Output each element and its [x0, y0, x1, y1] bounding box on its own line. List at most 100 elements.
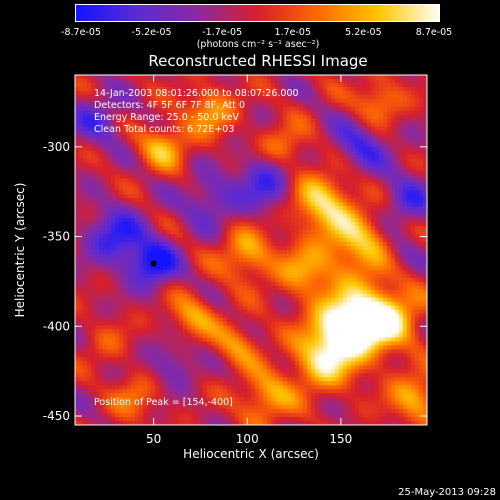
- heatmap-cell: [231, 122, 236, 128]
- heatmap-cell: [423, 86, 428, 92]
- heatmap-cell: [411, 265, 416, 271]
- heatmap-cell: [351, 190, 356, 195]
- heatmap-cell: [411, 289, 416, 295]
- heatmap-cell: [211, 261, 216, 267]
- heatmap-cell: [223, 174, 228, 179]
- heatmap-cell: [183, 214, 188, 219]
- heatmap-cell: [175, 126, 180, 132]
- heatmap-cell: [247, 134, 252, 140]
- heatmap-cell: [271, 230, 276, 235]
- heatmap-cell: [255, 250, 260, 255]
- heatmap-cell: [155, 166, 160, 171]
- heatmap-cell: [367, 257, 372, 263]
- heatmap-cell: [371, 293, 376, 299]
- heatmap-cell: [315, 230, 320, 235]
- heatmap-cell: [263, 130, 268, 136]
- heatmap-cell: [339, 194, 344, 199]
- heatmap-cell: [223, 186, 228, 191]
- heatmap-cell: [395, 130, 400, 136]
- heatmap-cell: [363, 158, 368, 163]
- heatmap-cell: [359, 210, 364, 215]
- heatmap-cell: [415, 118, 420, 124]
- heatmap-cell: [251, 110, 256, 116]
- heatmap-cell: [419, 261, 424, 267]
- heatmap-cell: [223, 206, 228, 211]
- heatmap-cell: [179, 134, 184, 140]
- heatmap-cell: [227, 150, 232, 155]
- heatmap-cell: [139, 230, 144, 235]
- heatmap-cell: [139, 186, 144, 191]
- heatmap-cell: [355, 250, 360, 255]
- heatmap-cell: [415, 269, 420, 275]
- heatmap-cell: [319, 142, 324, 147]
- heatmap-cell: [175, 190, 180, 195]
- heatmap-cell: [351, 250, 356, 255]
- heatmap-cell: [127, 150, 132, 155]
- heatmap-cell: [179, 94, 184, 100]
- heatmap-cell: [247, 202, 252, 207]
- heatmap-cell: [211, 226, 216, 231]
- heatmap-cell: [215, 86, 220, 92]
- heatmap-cell: [227, 190, 232, 195]
- heatmap-cell: [159, 242, 164, 247]
- heatmap-cell: [355, 242, 360, 247]
- heatmap-cell: [235, 246, 240, 251]
- heatmap-cell: [303, 226, 308, 231]
- heatmap-cell: [95, 246, 100, 251]
- heatmap-cell: [371, 86, 376, 92]
- heatmap-cell: [423, 162, 428, 167]
- heatmap-cell: [243, 198, 248, 203]
- heatmap-cell: [119, 293, 124, 299]
- heatmap-cell: [215, 118, 220, 124]
- heatmap-cell: [411, 154, 416, 159]
- heatmap-cell: [155, 277, 160, 283]
- heatmap-cell: [391, 78, 396, 84]
- heatmap-cell: [79, 110, 84, 116]
- heatmap-cell: [219, 106, 224, 112]
- heatmap-cell: [247, 130, 252, 136]
- heatmap-cell: [327, 134, 332, 140]
- heatmap-cell: [367, 214, 372, 219]
- heatmap-cell: [419, 253, 424, 259]
- heatmap-cell: [419, 293, 424, 299]
- heatmap-cell: [271, 210, 276, 215]
- heatmap-cell: [87, 90, 92, 96]
- heatmap-cell: [299, 230, 304, 235]
- heatmap-cell: [375, 82, 380, 88]
- heatmap-cell: [371, 122, 376, 128]
- heatmap-cell: [223, 257, 228, 263]
- heatmap-cell: [127, 238, 132, 243]
- heatmap-cell: [411, 86, 416, 92]
- heatmap-cell: [419, 226, 424, 231]
- heatmap-cell: [203, 281, 208, 287]
- heatmap-cell: [411, 226, 416, 231]
- heatmap-cell: [327, 75, 332, 80]
- heatmap-cell: [347, 242, 352, 247]
- heatmap-cell: [163, 94, 168, 100]
- heatmap-cell: [139, 130, 144, 136]
- heatmap-cell: [283, 118, 288, 124]
- heatmap-cell: [143, 218, 148, 223]
- heatmap-cell: [379, 134, 384, 140]
- heatmap-cell: [327, 126, 332, 132]
- heatmap-cell: [119, 210, 124, 215]
- heatmap-cell: [135, 86, 140, 92]
- heatmap-cell: [127, 190, 132, 195]
- heatmap-cell: [291, 130, 296, 136]
- heatmap-cell: [291, 170, 296, 175]
- heatmap-cell: [307, 238, 312, 243]
- heatmap-cell: [127, 194, 132, 199]
- heatmap-cell: [139, 78, 144, 84]
- heatmap-cell: [215, 257, 220, 263]
- heatmap-cell: [99, 174, 104, 179]
- heatmap-cell: [167, 265, 172, 271]
- heatmap-cell: [403, 150, 408, 155]
- heatmap-cell: [323, 134, 328, 140]
- heatmap-cell: [327, 166, 332, 171]
- heatmap-cell: [155, 198, 160, 203]
- heatmap-cell: [415, 90, 420, 96]
- heatmap-cell: [135, 285, 140, 291]
- heatmap-cell: [319, 202, 324, 207]
- heatmap-cell: [103, 94, 108, 100]
- heatmap-cell: [383, 281, 388, 287]
